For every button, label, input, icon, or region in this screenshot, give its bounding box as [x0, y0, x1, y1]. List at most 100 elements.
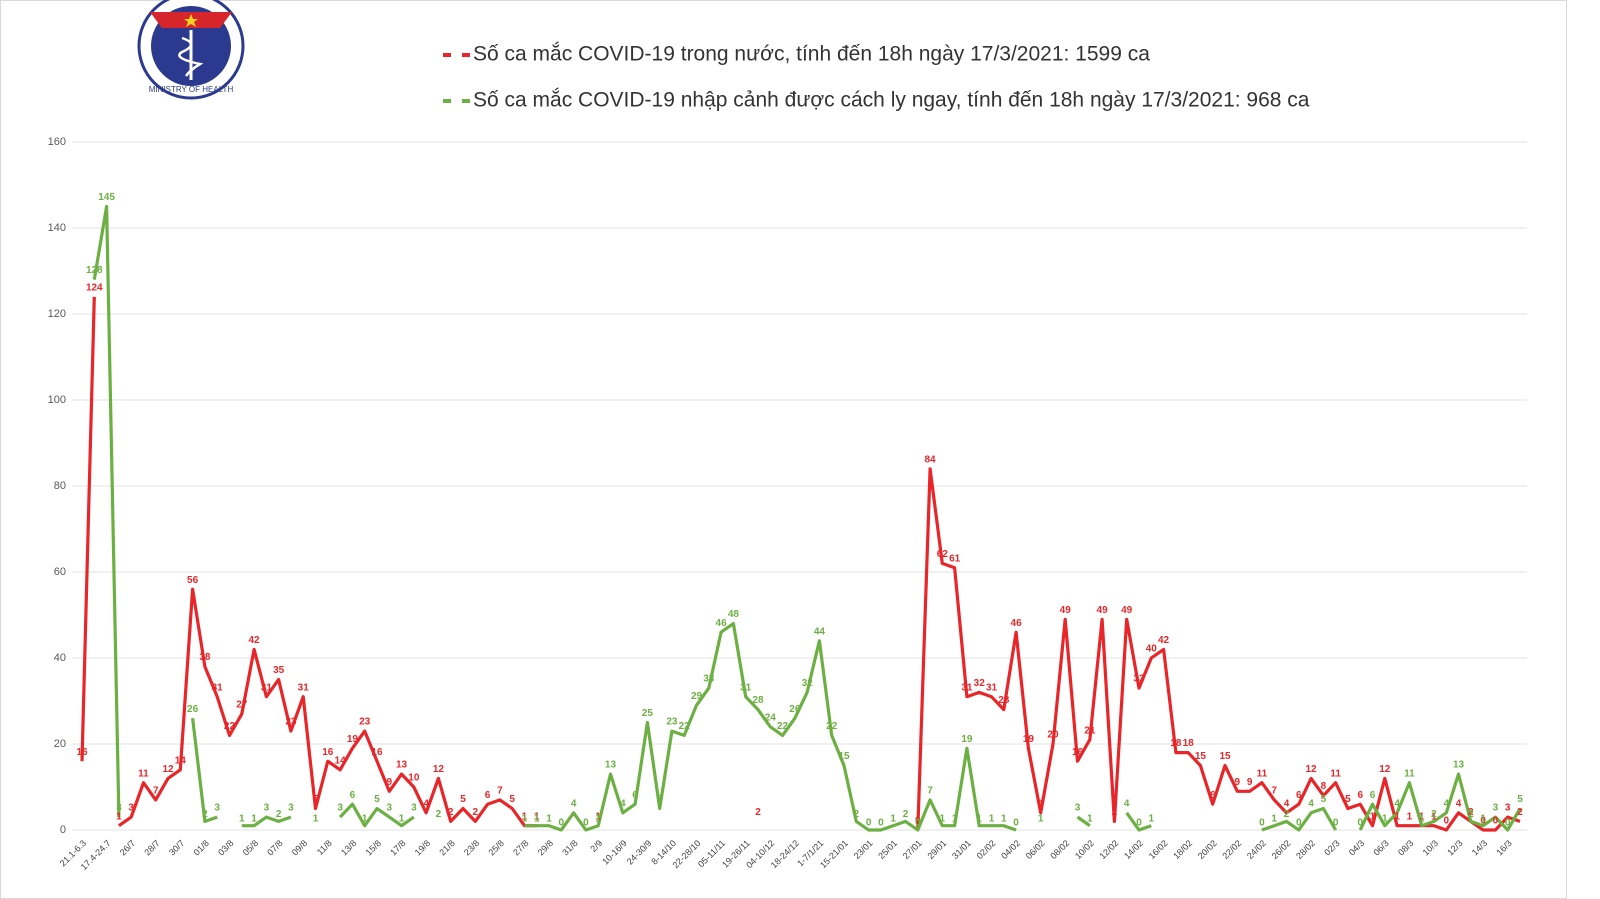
data-label: 10 — [408, 773, 420, 784]
data-label: 7 — [1271, 786, 1277, 797]
data-label: 0 — [1443, 816, 1449, 827]
data-label: 4 — [1038, 798, 1044, 809]
data-label: 15 — [1195, 751, 1207, 762]
data-label: 16 — [1072, 747, 1084, 758]
data-label: 11 — [1404, 768, 1415, 779]
data-label: 46 — [1011, 618, 1023, 629]
data-label: 4 — [1394, 798, 1400, 809]
data-label: 9 — [1247, 777, 1253, 788]
data-label: 22 — [826, 721, 838, 732]
data-label: 11 — [138, 768, 149, 779]
data-label: 1 — [890, 813, 896, 824]
data-label: 6 — [1357, 790, 1363, 801]
data-label: 22 — [224, 721, 236, 732]
data-label: 3 — [116, 803, 122, 814]
data-label: 6 — [350, 790, 356, 801]
data-label: 21 — [1084, 725, 1096, 736]
data-label: 2 — [1112, 807, 1118, 818]
data-label: 7 — [497, 786, 503, 797]
y-tick-label: 80 — [54, 480, 66, 492]
data-label: 0 — [1357, 818, 1363, 829]
data-label: 48 — [728, 609, 740, 620]
data-label: 84 — [924, 454, 936, 465]
data-label: 0 — [915, 816, 921, 827]
data-label: 20 — [1047, 730, 1059, 741]
data-label: 23 — [359, 717, 371, 728]
data-label: 33 — [1133, 674, 1145, 685]
data-label: 32 — [802, 678, 814, 689]
data-label: 38 — [199, 652, 211, 663]
data-label: 1 — [595, 811, 601, 822]
data-label: 33 — [703, 674, 715, 685]
data-label: 6 — [1296, 790, 1302, 801]
data-label: 12 — [1305, 764, 1317, 775]
data-label: 13 — [1453, 760, 1465, 771]
data-label: 12 — [433, 764, 445, 775]
data-label: 1 — [1407, 811, 1413, 822]
data-label: 3 — [1505, 803, 1511, 814]
data-label: 16 — [371, 747, 383, 758]
data-label: 1 — [1419, 811, 1425, 822]
data-label: 24 — [765, 712, 777, 723]
data-label: 1 — [976, 813, 982, 824]
y-tick-label: 100 — [48, 394, 66, 406]
data-label: 1 — [1001, 813, 1007, 824]
data-label: 5 — [313, 794, 319, 805]
data-label: 5 — [1517, 794, 1523, 805]
data-label: 1 — [1087, 813, 1093, 824]
data-label: 3 — [1493, 803, 1499, 814]
data-label: 0 — [1013, 818, 1019, 829]
data-label: 145 — [98, 192, 115, 203]
legend-label: Số ca mắc COVID-19 trong nước, tính đến … — [473, 43, 1150, 66]
data-label: 26 — [187, 704, 199, 715]
data-label: 42 — [1158, 635, 1170, 646]
data-label: 4 — [1443, 798, 1449, 809]
data-label: 19 — [1023, 734, 1035, 745]
data-label: 6 — [1210, 790, 1216, 801]
data-label: 1 — [534, 811, 540, 822]
data-label: 0 — [1505, 818, 1511, 829]
data-label: 12 — [162, 764, 174, 775]
data-label: 49 — [1097, 605, 1109, 616]
data-label: 13 — [396, 760, 408, 771]
data-label: 5 — [460, 794, 466, 805]
data-label: 1 — [1370, 811, 1376, 822]
data-label: 1 — [522, 811, 528, 822]
data-label: 31 — [212, 682, 224, 693]
data-label: 26 — [789, 704, 801, 715]
data-label: 0 — [1296, 818, 1302, 829]
y-tick-label: 60 — [54, 566, 66, 578]
legend-label: Số ca mắc COVID-19 nhập cảnh được cách l… — [473, 89, 1310, 112]
data-label: 9 — [386, 777, 392, 788]
data-label: 2 — [755, 807, 761, 818]
y-tick-label: 40 — [54, 652, 66, 664]
data-label: 4 — [1456, 798, 1462, 809]
data-label: 1 — [116, 811, 122, 822]
data-label: 2 — [448, 807, 454, 818]
data-label: 0 — [1259, 818, 1265, 829]
data-label: 5 — [509, 794, 515, 805]
data-label: 1 — [546, 813, 552, 824]
data-label: 15 — [1219, 751, 1231, 762]
data-label: 4 — [1284, 798, 1290, 809]
data-label: 1 — [1394, 811, 1400, 822]
series-line — [80, 296, 1521, 832]
data-label: 1 — [989, 813, 995, 824]
data-label: 1 — [940, 813, 946, 824]
data-label: 4 — [1308, 798, 1314, 809]
data-label: 1 — [952, 813, 958, 824]
data-label: 61 — [949, 553, 961, 564]
data-label: 6 — [1370, 790, 1376, 801]
data-label: 3 — [411, 803, 417, 814]
data-label: 0 — [1493, 816, 1499, 827]
data-label: 6 — [632, 790, 638, 801]
data-label: 2 — [1431, 809, 1437, 820]
y-tick-label: 140 — [48, 222, 66, 234]
data-label: 8 — [1321, 781, 1327, 792]
data-label: 1 — [595, 813, 601, 824]
data-label: 5 — [1345, 794, 1351, 805]
data-label: 1 — [362, 813, 368, 824]
data-label: 31 — [986, 682, 998, 693]
data-label: 27 — [236, 700, 248, 711]
